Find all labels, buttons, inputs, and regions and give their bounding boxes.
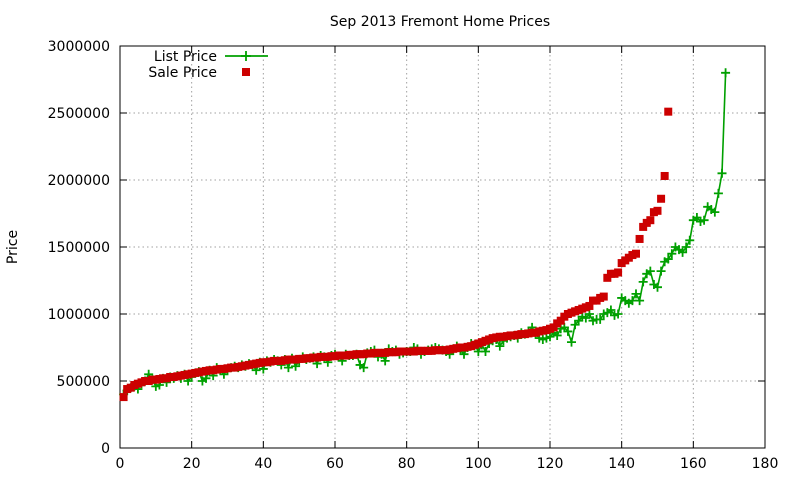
list-price-point — [685, 235, 695, 245]
x-tick-label: 60 — [326, 456, 344, 472]
chart-title: Sep 2013 Fremont Home Prices — [330, 14, 550, 30]
list-price-point — [653, 282, 662, 292]
plot-frame — [119, 45, 766, 449]
sale-price-point — [646, 216, 655, 225]
sale-price-point — [603, 273, 612, 282]
list-price-point — [481, 347, 490, 357]
sale-price-point — [635, 234, 644, 243]
list-price-point — [606, 305, 616, 315]
legend-marker-sale-price — [242, 68, 250, 76]
list-price-point — [563, 326, 573, 336]
y-axis-ticks: 0 500000 1000000 1500000 2000000 2500000 30000… — [48, 39, 765, 457]
grid-lines — [120, 46, 765, 448]
x-tick-label: 100 — [465, 456, 492, 472]
list-price-point — [681, 242, 691, 252]
list-price-point — [495, 341, 505, 351]
y-tick-label: 2500000 — [48, 106, 110, 122]
legend-label-sale-price: Sale Price — [148, 65, 217, 81]
x-tick-label: 20 — [183, 456, 201, 472]
y-tick-label: 1500000 — [48, 240, 110, 256]
list-price-point — [595, 314, 605, 324]
sale-price-point — [664, 107, 673, 116]
legend-marker-list-price — [241, 51, 251, 61]
list-price-point — [552, 330, 562, 340]
legend: List Price Sale Price — [148, 49, 268, 81]
list-price-point — [721, 68, 731, 78]
x-tick-label: 180 — [752, 456, 779, 472]
list-price-point — [717, 168, 727, 178]
sale-price-point — [632, 249, 640, 258]
list-price-point — [359, 363, 369, 373]
sale-price-point — [119, 393, 128, 402]
list-price-point — [635, 296, 645, 306]
sale-price-point — [599, 292, 608, 301]
sale-price-point — [556, 316, 565, 325]
list-price-point — [380, 356, 390, 366]
x-tick-label: 40 — [254, 456, 272, 472]
y-tick-label: 3000000 — [48, 39, 110, 55]
y-tick-label: 2000000 — [48, 173, 110, 189]
list-price-point — [656, 266, 666, 276]
list-price-point — [699, 215, 709, 225]
list-price-point — [710, 207, 720, 217]
x-tick-label: 120 — [537, 456, 564, 472]
series-sale-price — [119, 107, 673, 402]
sale-price-point — [614, 268, 623, 277]
list-price-point — [613, 309, 623, 319]
list-price-point — [713, 188, 723, 198]
y-tick-label: 500000 — [57, 374, 110, 390]
x-tick-label: 160 — [680, 456, 707, 472]
list-price-point — [663, 254, 673, 264]
x-tick-label: 0 — [116, 456, 125, 472]
list-price-point — [667, 249, 677, 259]
list-price-point — [631, 289, 641, 299]
y-axis-label: Price — [5, 230, 21, 264]
x-tick-label: 140 — [608, 456, 635, 472]
list-price-point — [283, 363, 293, 373]
plot-border — [119, 45, 766, 449]
legend-label-list-price: List Price — [154, 49, 217, 65]
x-axis-ticks: 0 20 40 60 80 100 120 140 160 180 — [116, 46, 779, 472]
sale-price-point — [549, 323, 558, 332]
sale-price-point — [639, 222, 648, 231]
y-tick-label: 1000000 — [48, 307, 110, 323]
list-price-line — [123, 72, 727, 395]
list-price-point — [678, 247, 688, 257]
sale-price-point — [660, 171, 669, 180]
sale-price-point — [657, 194, 666, 203]
list-price-point — [567, 337, 576, 347]
list-price-point — [638, 277, 648, 287]
sale-price-point — [653, 206, 662, 215]
x-tick-label: 80 — [398, 456, 416, 472]
list-price-point — [645, 266, 655, 276]
y-tick-label: 0 — [101, 441, 110, 457]
sale-price-point — [585, 301, 594, 310]
